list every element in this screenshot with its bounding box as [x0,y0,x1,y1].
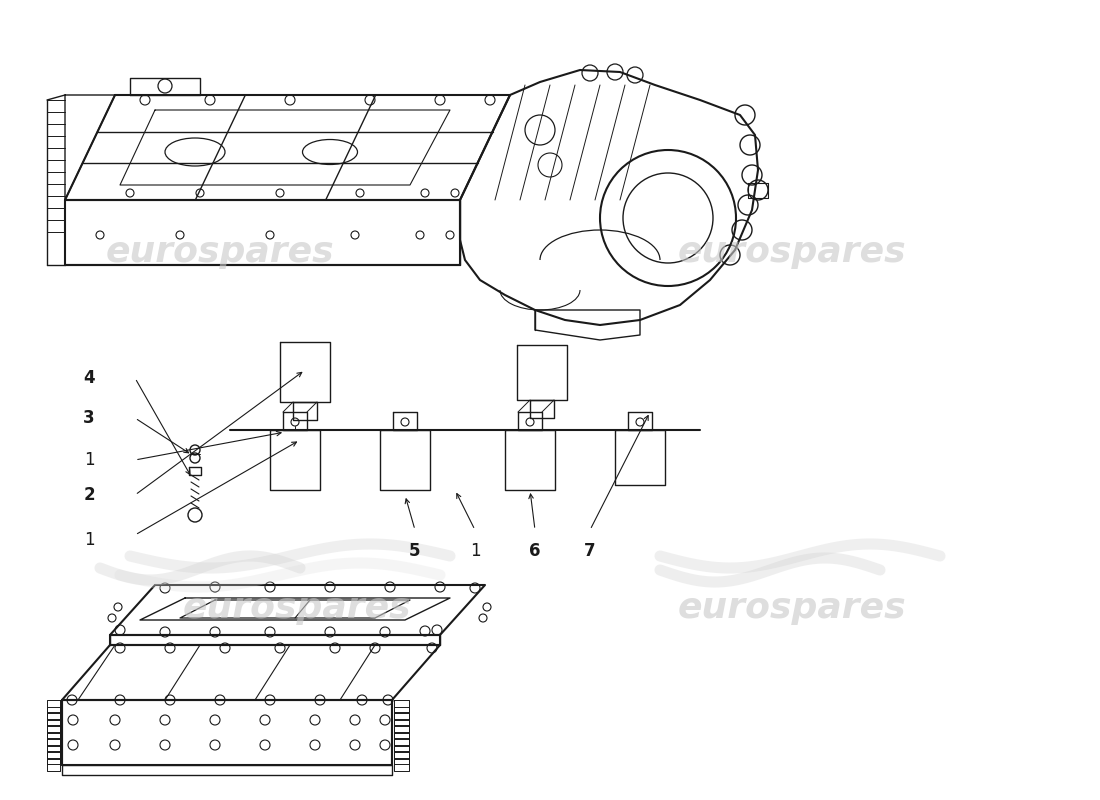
Text: 6: 6 [529,542,541,560]
Text: 1: 1 [85,531,95,549]
Text: eurospares: eurospares [183,591,411,625]
Text: eurospares: eurospares [678,591,906,625]
Text: 1: 1 [85,451,95,469]
Text: 5: 5 [409,542,420,560]
Text: eurospares: eurospares [106,235,334,269]
Text: 4: 4 [84,369,95,387]
Text: 1: 1 [470,542,481,560]
Text: eurospares: eurospares [678,235,906,269]
Text: 2: 2 [84,486,95,504]
Text: 7: 7 [584,542,596,560]
Text: 3: 3 [84,409,95,427]
